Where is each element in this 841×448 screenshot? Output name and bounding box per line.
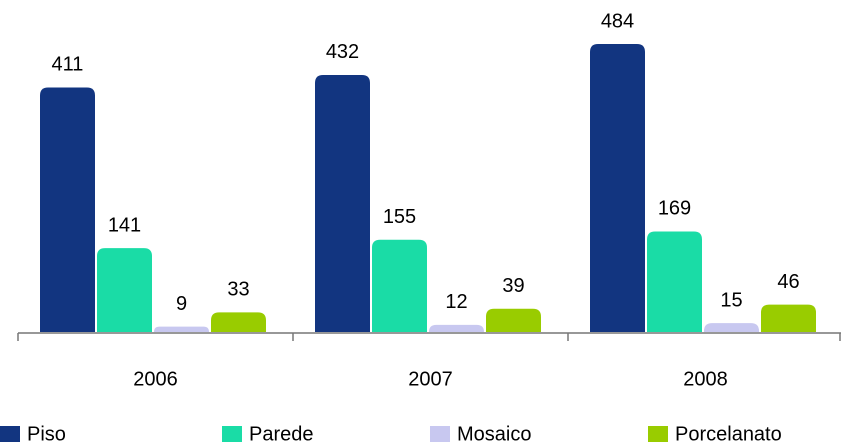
- data-label: 12: [445, 291, 467, 313]
- legend-swatch: [648, 426, 668, 442]
- data-label: 46: [777, 271, 799, 293]
- data-label: 33: [227, 279, 249, 301]
- x-tick-label: 2006: [133, 368, 178, 390]
- x-tick-label: 2007: [408, 368, 453, 390]
- bar: [590, 44, 645, 332]
- bar: [486, 308, 541, 332]
- bar: [704, 323, 759, 332]
- data-label: 141: [108, 214, 141, 236]
- bar: [40, 87, 95, 332]
- bar: [761, 304, 816, 332]
- bar: [429, 324, 484, 332]
- bar: [154, 326, 209, 332]
- legend-label: Porcelanato: [675, 423, 782, 445]
- legend-label: Piso: [27, 423, 66, 445]
- legend-label: Mosaico: [457, 423, 531, 445]
- bar: [97, 248, 152, 332]
- bar: [211, 312, 266, 332]
- bar: [647, 231, 702, 332]
- data-label: 39: [502, 275, 524, 297]
- data-label: 411: [52, 54, 84, 76]
- legend-swatch: [222, 426, 242, 442]
- data-label: 484: [601, 10, 634, 32]
- data-label: 155: [383, 206, 416, 228]
- data-label: 169: [658, 198, 691, 220]
- legend-swatch: [0, 426, 20, 442]
- data-label: 15: [720, 289, 742, 311]
- bar: [315, 74, 370, 333]
- data-label: 9: [176, 293, 187, 315]
- legend-label: Parede: [249, 423, 314, 445]
- data-label: 432: [326, 41, 359, 63]
- legend-swatch: [430, 426, 450, 442]
- bar: [372, 239, 427, 332]
- x-tick-label: 2008: [683, 368, 728, 390]
